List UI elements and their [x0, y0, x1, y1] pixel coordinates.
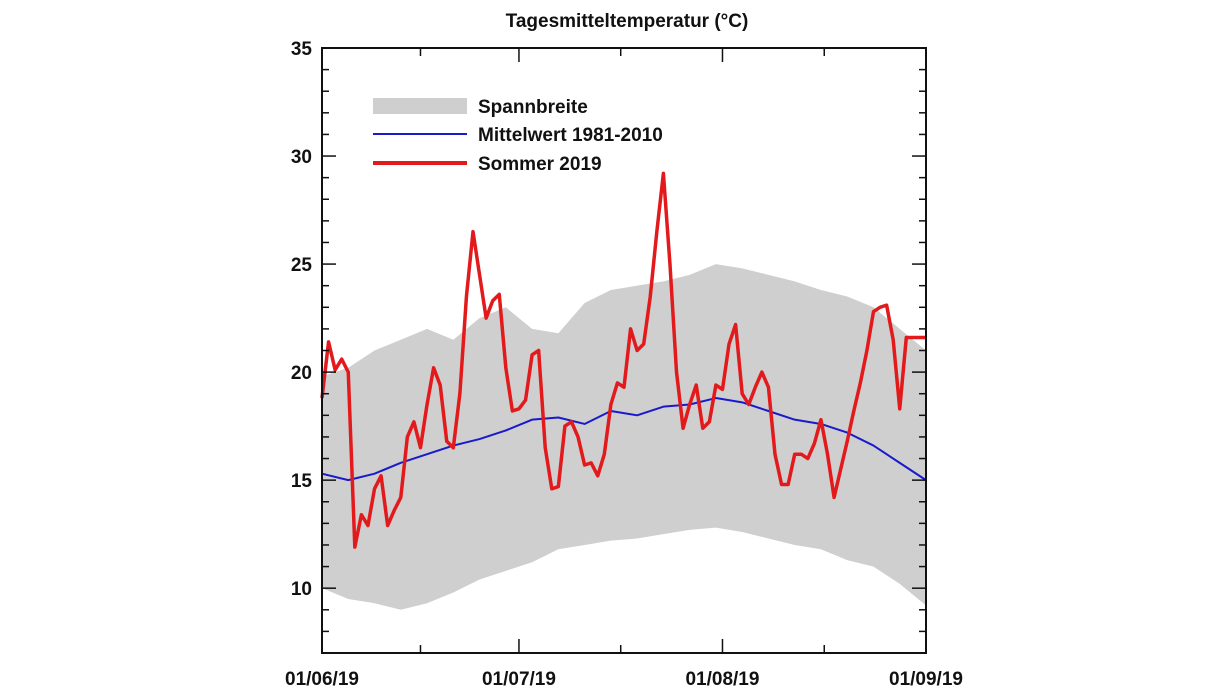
y-tick-label: 25 [291, 255, 313, 276]
y-tick-label: 30 [291, 147, 312, 168]
y-tick-label: 10 [291, 579, 312, 600]
x-tick-label: 01/07/19 [482, 669, 556, 689]
legend: Spannbreite Mittelwert 1981-2010 Sommer … [373, 97, 663, 175]
y-tick-label: 20 [291, 363, 312, 384]
x-tick-label: 01/08/19 [685, 669, 759, 689]
chart-title: Tagesmitteltemperatur (°C) [506, 11, 749, 32]
series-mittelwert-line [321, 397, 927, 482]
legend-label-spannbreite: Spannbreite [478, 97, 588, 118]
y-tick-label: 35 [291, 39, 313, 60]
y-tick-label: 15 [291, 471, 313, 492]
x-tick-label: 01/09/19 [889, 669, 963, 689]
x-tick-label: 01/06/19 [285, 669, 359, 689]
series-spannbreite-band [322, 264, 926, 610]
axes: 10 15 20 25 30 35 01/06/19 01/07/19 01/08/19 01/0… [285, 39, 963, 689]
plot-area [320, 171, 927, 610]
legend-label-sommer: Sommer 2019 [478, 154, 602, 175]
series-sommer-2019-line [320, 171, 926, 549]
legend-swatch-spannbreite [373, 98, 467, 114]
legend-label-mittelwert: Mittelwert 1981-2010 [478, 125, 663, 146]
